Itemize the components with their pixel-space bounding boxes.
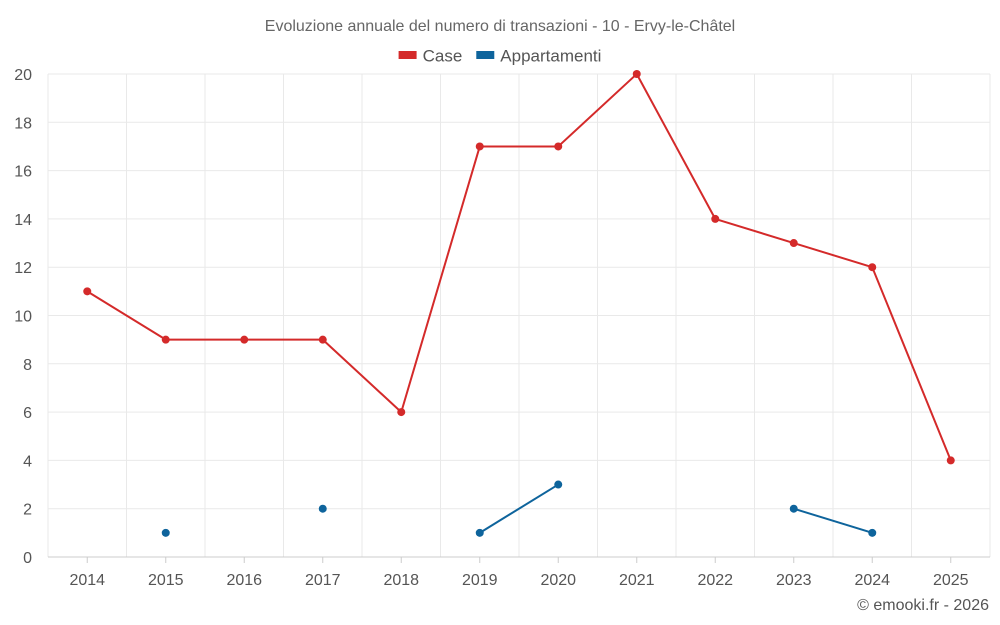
series-line bbox=[793, 507, 873, 534]
y-tick-label: 12 bbox=[14, 260, 32, 277]
y-tick-label: 10 bbox=[14, 309, 32, 326]
legend-label: Appartamenti bbox=[500, 46, 601, 65]
legend-item-case[interactable]: Case bbox=[398, 46, 463, 65]
legend-label: Case bbox=[423, 46, 463, 65]
data-point[interactable] bbox=[789, 504, 798, 513]
legend: Case Appartamenti bbox=[398, 46, 601, 65]
x-tick-label: 2023 bbox=[776, 572, 812, 589]
x-tick-label: 2021 bbox=[619, 572, 655, 589]
data-point[interactable] bbox=[318, 335, 327, 344]
data-point[interactable] bbox=[868, 263, 877, 272]
x-tick-label: 2020 bbox=[540, 572, 576, 589]
data-point[interactable] bbox=[475, 528, 484, 537]
data-point[interactable] bbox=[789, 239, 798, 248]
y-tick-label: 16 bbox=[14, 164, 32, 181]
x-tick-label: 2019 bbox=[462, 572, 498, 589]
y-tick-label: 0 bbox=[23, 550, 32, 567]
y-tick-label: 14 bbox=[14, 212, 32, 229]
x-tick-label: 2016 bbox=[226, 572, 262, 589]
data-point[interactable] bbox=[83, 287, 92, 296]
x-tick-label: 2018 bbox=[383, 572, 419, 589]
data-point[interactable] bbox=[711, 214, 720, 223]
y-tick-label: 20 bbox=[14, 67, 32, 84]
series-appartamenti bbox=[161, 480, 877, 537]
y-tick-label: 8 bbox=[23, 357, 32, 374]
y-tick-label: 2 bbox=[23, 502, 32, 519]
data-point[interactable] bbox=[554, 480, 563, 489]
legend-swatch bbox=[398, 51, 417, 59]
x-tick-label: 2022 bbox=[697, 572, 733, 589]
data-point[interactable] bbox=[240, 335, 249, 344]
x-tick-label: 2017 bbox=[305, 572, 341, 589]
data-point[interactable] bbox=[161, 528, 170, 537]
y-axis: 0 2 4 6 8 10 12 14 16 18 20 bbox=[14, 67, 32, 567]
data-point[interactable] bbox=[397, 408, 406, 417]
x-axis: 2014 2015 2016 2017 2018 2019 2020 2021 2022 2023… bbox=[48, 556, 990, 589]
series-layer bbox=[83, 70, 955, 537]
data-point[interactable] bbox=[318, 504, 327, 513]
legend-swatch bbox=[476, 51, 495, 59]
grid bbox=[47, 73, 991, 557]
chart-title: Evoluzione annuale del numero di transaz… bbox=[265, 18, 735, 35]
credit-text: © emooki.fr - 2026 bbox=[857, 597, 989, 614]
data-point[interactable] bbox=[632, 70, 641, 78]
series-line bbox=[479, 483, 559, 534]
x-tick-label: 2025 bbox=[933, 572, 969, 589]
series-case bbox=[83, 70, 955, 465]
x-tick-label: 2024 bbox=[854, 572, 890, 589]
y-tick-label: 4 bbox=[23, 453, 32, 470]
series-line bbox=[86, 73, 952, 461]
data-point[interactable] bbox=[475, 142, 484, 151]
data-point[interactable] bbox=[868, 528, 877, 537]
y-tick-label: 18 bbox=[14, 115, 32, 132]
legend-item-appartamenti[interactable]: Appartamenti bbox=[476, 46, 601, 65]
x-tick-label: 2014 bbox=[69, 572, 105, 589]
data-point[interactable] bbox=[554, 142, 563, 151]
data-point[interactable] bbox=[161, 335, 170, 344]
y-tick-label: 6 bbox=[23, 405, 32, 422]
x-tick-label: 2015 bbox=[148, 572, 184, 589]
data-point[interactable] bbox=[946, 456, 955, 465]
